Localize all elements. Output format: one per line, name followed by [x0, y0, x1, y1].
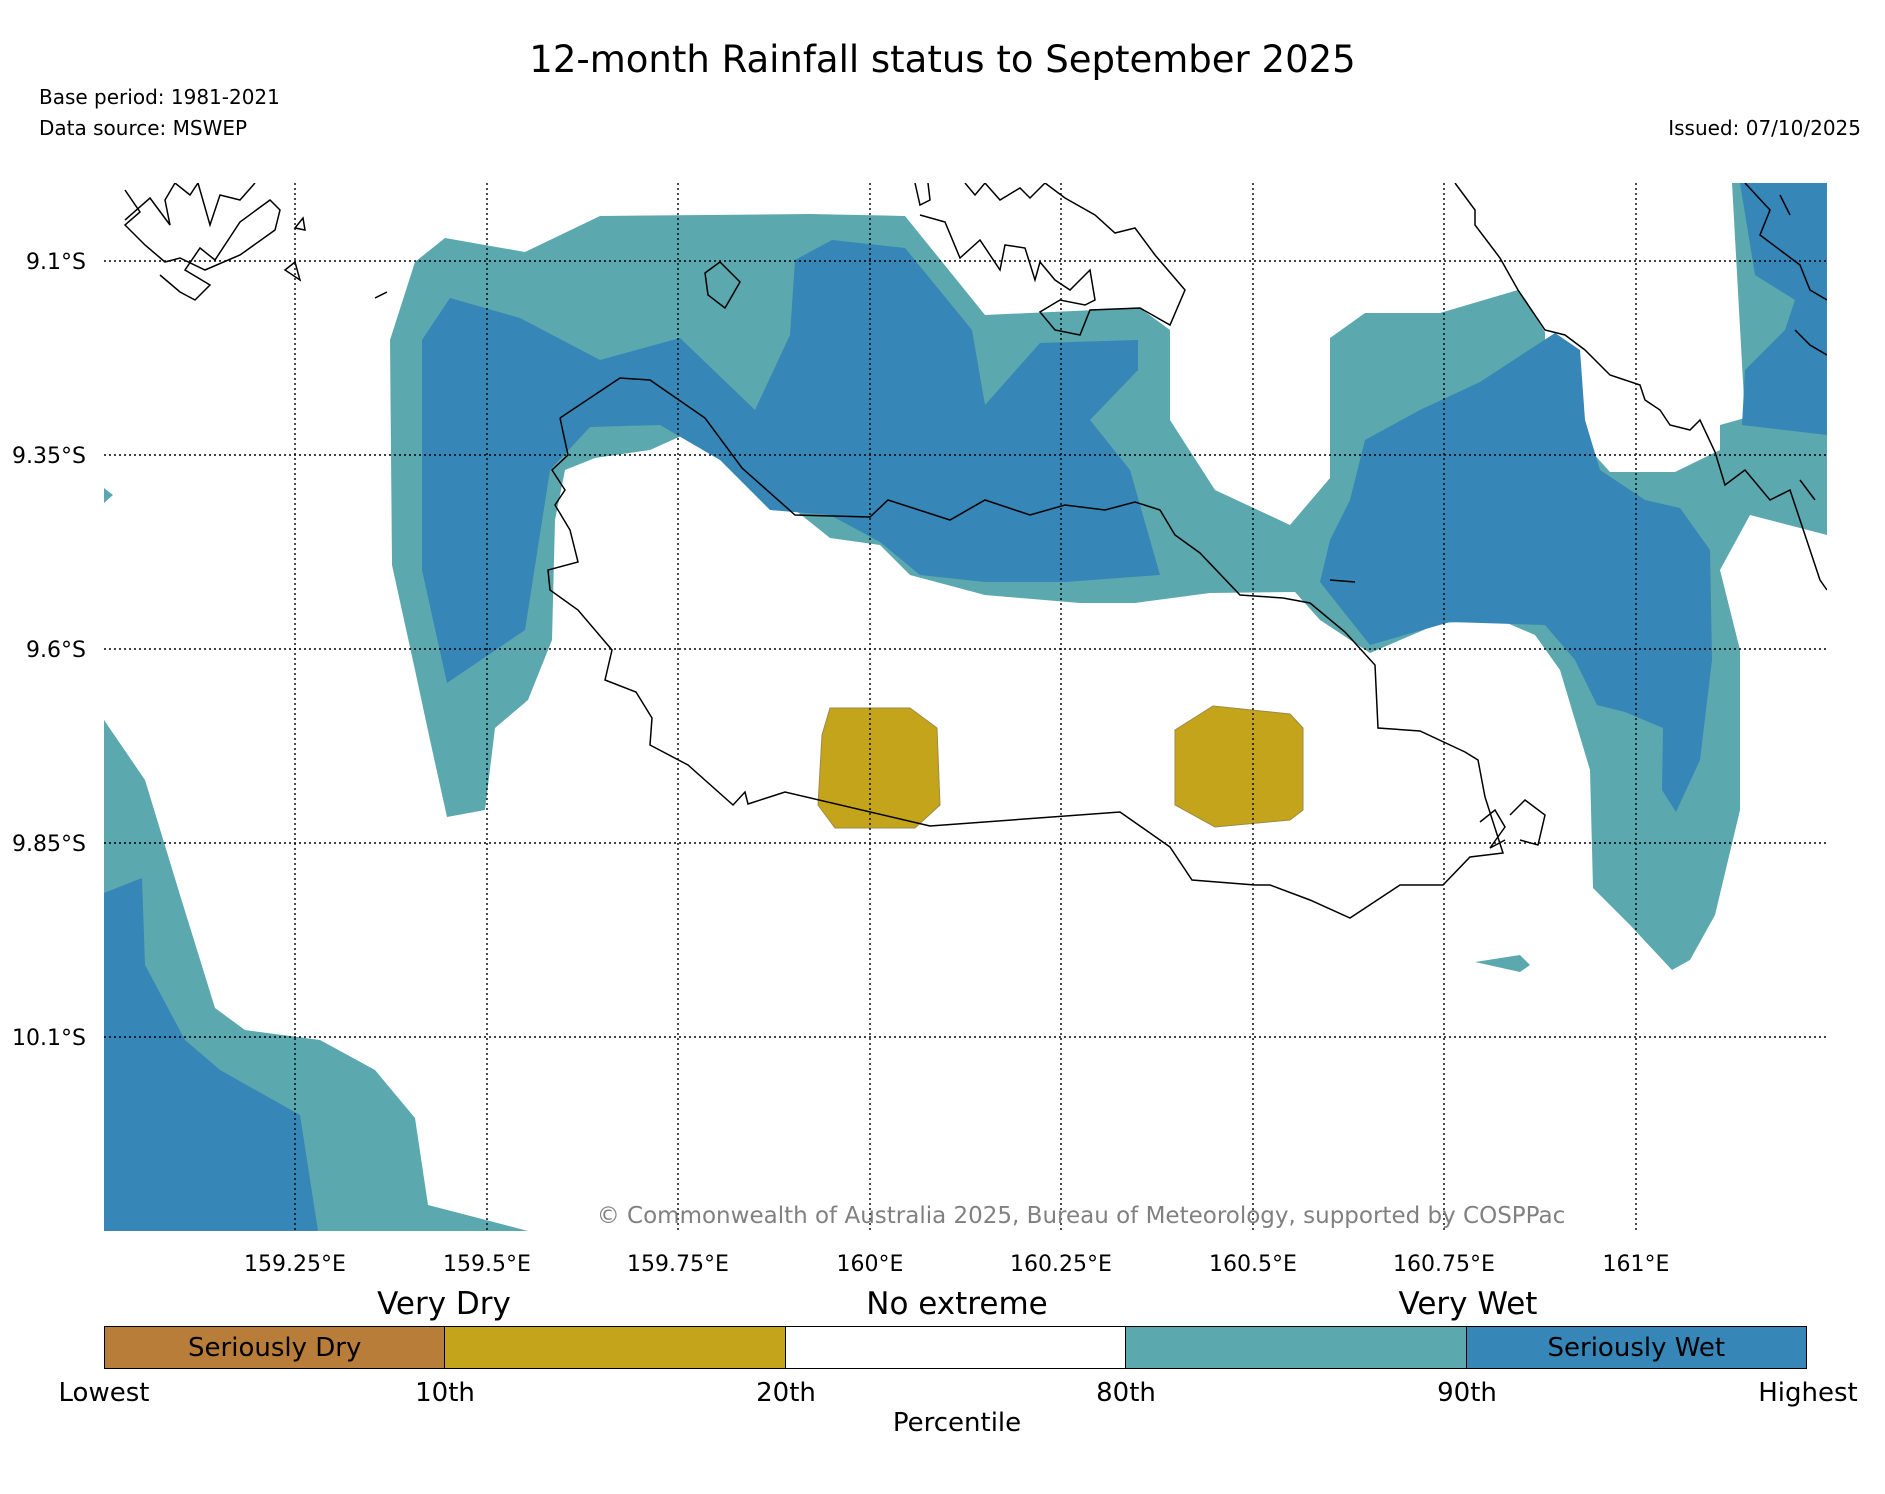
coastline-dash-2 [374, 291, 388, 299]
lat-label: 10.1°S [12, 1026, 86, 1051]
lat-label: 9.35°S [12, 444, 86, 469]
seriously-wet-region-east [1320, 333, 1712, 812]
lon-label: 160.75°E [1393, 1252, 1495, 1277]
seriously-wet-region-west [422, 240, 1160, 683]
map-area [104, 183, 1827, 1231]
very-dry-region-east [1174, 705, 1304, 828]
copyright-notice: © Commonwealth of Australia 2025, Bureau… [597, 1203, 1566, 1229]
coastlines [123, 183, 1827, 919]
lon-label: 160.25°E [1010, 1252, 1112, 1277]
seriously-wet-regions [104, 183, 1827, 1231]
lat-label: 9.6°S [26, 638, 86, 663]
coastline-dash-1 [1329, 579, 1356, 583]
lon-label: 160.5°E [1209, 1252, 1297, 1277]
lon-label: 161°E [1603, 1252, 1670, 1277]
lon-labels: 159.25°E 159.5°E 159.75°E 160°E 160.25°E… [244, 1252, 1669, 1277]
lon-label: 159.75°E [627, 1252, 729, 1277]
very-dry-regions [817, 705, 1304, 829]
lat-label: 9.85°S [12, 832, 86, 857]
coastline-guadalcanal [547, 377, 1504, 919]
data-source-note: Data source: MSWEP [39, 116, 248, 140]
coastline-nggela-left [123, 189, 281, 301]
lat-labels: 9.1°S 9.35°S 9.6°S 9.85°S 10.1°S [12, 250, 86, 1051]
coastline-malaita [1454, 183, 1827, 591]
seriously-wet-region-southwest [104, 878, 318, 1231]
graticule [104, 183, 1827, 1231]
base-period-note: Base period: 1981-2021 [39, 85, 280, 109]
seriously-wet-region-northeast [1740, 183, 1827, 435]
coastline-malaita-east [1744, 183, 1827, 501]
lon-label: 159.25°E [244, 1252, 346, 1277]
lon-label: 160°E [837, 1252, 904, 1277]
coastline-nggela-top [124, 183, 256, 228]
lon-label: 159.5°E [443, 1252, 531, 1277]
very-dry-region-west [817, 707, 941, 829]
coastline-islet-1 [704, 261, 741, 310]
very-wet-edge-tab [104, 488, 113, 503]
coastline-south-tip [1479, 799, 1546, 849]
very-wet-islet [1475, 955, 1530, 972]
map-title: 12-month Rainfall status to September 20… [529, 38, 1356, 81]
issued-date: Issued: 07/10/2025 [1668, 116, 1861, 140]
coastline-islet-2 [283, 260, 302, 282]
coastline-islet-3 [293, 216, 306, 231]
coastline-savo [914, 183, 1186, 336]
lat-label: 9.1°S [26, 250, 86, 275]
